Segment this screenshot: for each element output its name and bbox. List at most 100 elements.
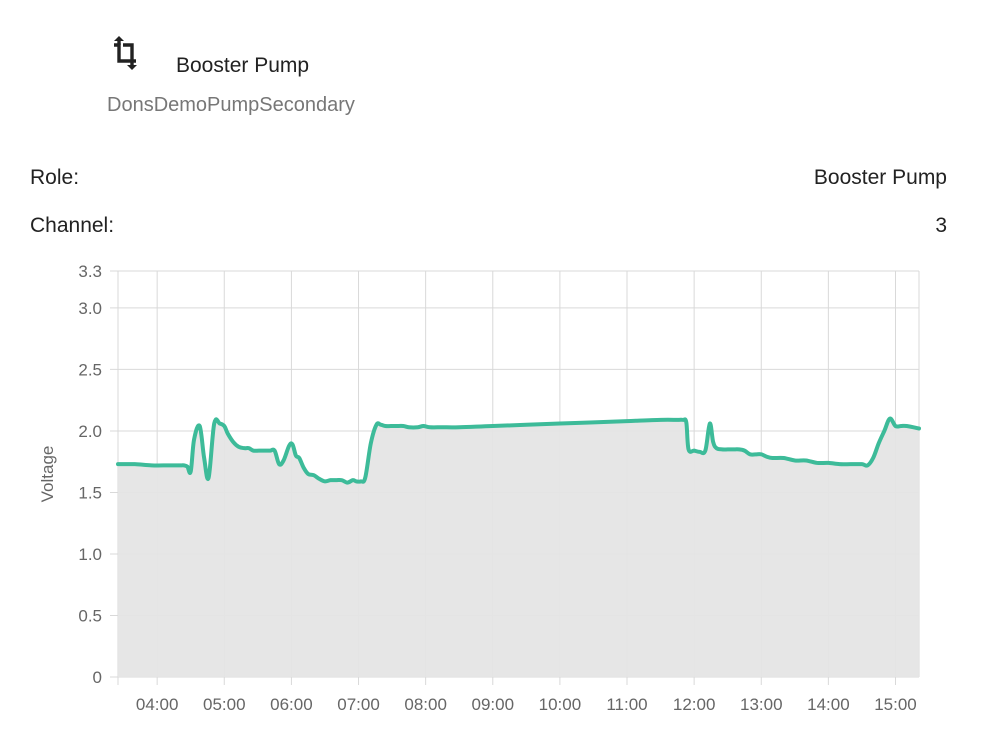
data-point bbox=[290, 442, 295, 447]
data-point bbox=[379, 423, 383, 427]
data-point bbox=[658, 418, 663, 422]
data-point bbox=[166, 463, 170, 467]
data-point bbox=[312, 473, 316, 477]
x-tick-label: 05:00 bbox=[203, 695, 246, 714]
crop-icon[interactable] bbox=[107, 34, 145, 72]
x-tick-label: 13:00 bbox=[740, 695, 783, 714]
data-point bbox=[226, 431, 230, 435]
data-point bbox=[686, 447, 691, 451]
data-point bbox=[882, 429, 886, 433]
x-tick-label: 06:00 bbox=[270, 695, 313, 714]
data-point bbox=[340, 478, 344, 482]
data-point bbox=[273, 449, 277, 453]
data-point bbox=[815, 461, 819, 465]
y-tick-label: 2.0 bbox=[78, 422, 102, 441]
data-point bbox=[198, 424, 202, 428]
data-point bbox=[421, 424, 426, 428]
data-point bbox=[708, 421, 712, 426]
data-point bbox=[711, 440, 715, 444]
x-tick-label: 08:00 bbox=[404, 695, 447, 714]
data-point bbox=[826, 461, 830, 465]
data-point bbox=[369, 441, 373, 445]
data-point bbox=[917, 426, 921, 431]
data-point bbox=[334, 478, 338, 482]
role-value: Booster Pump bbox=[813, 166, 947, 189]
data-point bbox=[212, 421, 216, 426]
data-point bbox=[849, 462, 853, 466]
data-point bbox=[389, 424, 393, 428]
y-tick-label: 3.0 bbox=[78, 299, 102, 318]
data-point bbox=[149, 463, 154, 467]
data-point bbox=[491, 424, 495, 428]
data-point bbox=[731, 447, 735, 451]
data-point bbox=[257, 449, 261, 453]
x-tick-label: 07:00 bbox=[337, 695, 380, 714]
channel-label: Channel: bbox=[30, 214, 115, 237]
data-point bbox=[394, 424, 399, 428]
data-point bbox=[317, 477, 321, 481]
data-point bbox=[189, 469, 193, 474]
data-point bbox=[681, 418, 685, 422]
data-point bbox=[899, 424, 903, 428]
data-point bbox=[351, 478, 355, 482]
data-point bbox=[737, 447, 741, 451]
data-point bbox=[714, 446, 719, 450]
data-point bbox=[116, 462, 120, 466]
data-point bbox=[231, 440, 235, 444]
data-point bbox=[720, 447, 724, 451]
data-point bbox=[328, 478, 333, 482]
x-tick-label: 11:00 bbox=[606, 695, 647, 714]
y-tick-label: 3.3 bbox=[78, 262, 102, 281]
data-point bbox=[247, 446, 251, 450]
data-point bbox=[703, 449, 707, 453]
data-point bbox=[625, 419, 629, 423]
data-point bbox=[440, 425, 445, 429]
data-point bbox=[457, 425, 461, 429]
data-point bbox=[407, 425, 411, 429]
voltage-chart: 0 0.5 1.0 1.5 2.0 2.5 3.0 3.3 04:00 05:00 06:00 07:… bbox=[38, 262, 921, 714]
data-point bbox=[374, 423, 379, 427]
data-point bbox=[302, 466, 306, 470]
data-point bbox=[416, 425, 420, 429]
chart-points bbox=[116, 417, 921, 485]
data-point bbox=[202, 456, 206, 460]
data-point bbox=[133, 462, 137, 466]
data-point bbox=[675, 418, 679, 422]
data-point bbox=[363, 476, 367, 480]
data-point bbox=[297, 456, 301, 460]
data-point bbox=[558, 421, 562, 426]
data-point bbox=[871, 456, 875, 460]
data-point bbox=[782, 456, 786, 460]
data-point bbox=[218, 421, 222, 426]
chart-axes: 0 0.5 1.0 1.5 2.0 2.5 3.0 3.3 04:00 05:00 06:00 07:… bbox=[78, 262, 916, 714]
device-name: Booster Pump bbox=[176, 54, 310, 77]
data-point bbox=[893, 424, 898, 428]
data-point bbox=[770, 456, 775, 460]
data-point bbox=[684, 420, 688, 424]
data-point bbox=[804, 458, 808, 463]
data-point bbox=[242, 446, 247, 450]
y-tick-label: 0 bbox=[93, 668, 102, 687]
data-point bbox=[354, 479, 358, 483]
data-point bbox=[268, 449, 272, 453]
data-point bbox=[207, 476, 211, 480]
x-tick-label: 04:00 bbox=[136, 695, 179, 714]
y-axis-label: Voltage bbox=[38, 446, 57, 503]
y-tick-label: 2.5 bbox=[78, 360, 102, 379]
y-tick-label: 1.0 bbox=[78, 545, 102, 564]
data-point bbox=[192, 437, 196, 442]
data-point bbox=[237, 445, 241, 449]
data-point bbox=[742, 449, 747, 453]
data-point bbox=[888, 417, 892, 421]
data-point bbox=[383, 424, 387, 428]
data-point bbox=[698, 450, 702, 454]
data-point bbox=[692, 449, 696, 453]
role-label: Role: bbox=[30, 166, 80, 189]
data-point bbox=[591, 420, 596, 424]
data-point bbox=[359, 479, 363, 483]
data-point bbox=[306, 472, 310, 476]
data-point bbox=[323, 479, 327, 483]
data-point bbox=[345, 481, 349, 485]
data-point bbox=[262, 449, 267, 453]
data-point bbox=[222, 424, 226, 428]
